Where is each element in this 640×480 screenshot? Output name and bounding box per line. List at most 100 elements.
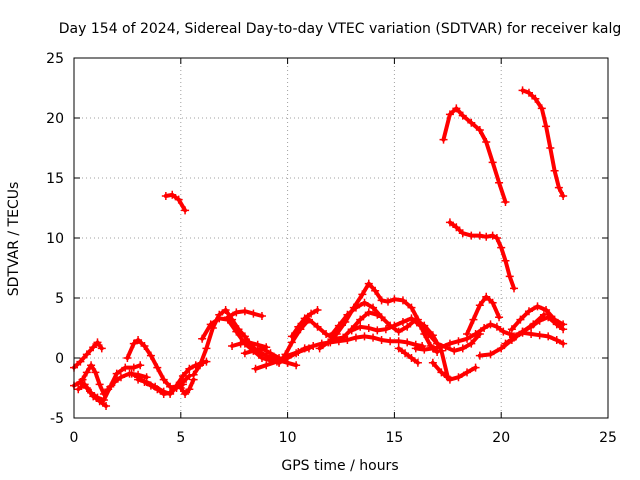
data-point <box>93 338 102 347</box>
data-point <box>445 375 454 384</box>
data-point <box>559 325 568 334</box>
data-point <box>123 354 132 362</box>
data-point <box>315 344 324 353</box>
data-point <box>495 178 504 187</box>
y-tick-label: 25 <box>46 51 64 67</box>
data-point <box>518 86 527 95</box>
data-point <box>232 308 241 317</box>
data-point <box>390 321 399 330</box>
series-line <box>430 360 478 382</box>
series-line <box>136 374 192 396</box>
data-point <box>480 324 489 332</box>
data-point <box>300 314 309 323</box>
data-point <box>161 192 170 200</box>
data-point <box>102 402 111 410</box>
data-point <box>262 361 271 370</box>
data-point <box>251 364 260 373</box>
data-point <box>475 351 484 360</box>
data-point <box>542 306 551 314</box>
data-point <box>544 332 553 341</box>
data-point <box>437 368 446 377</box>
data-point <box>510 332 519 341</box>
data-point <box>533 302 542 311</box>
data-point <box>127 369 136 378</box>
data-point <box>76 357 85 366</box>
data-point <box>91 368 100 377</box>
data-point <box>172 382 181 391</box>
data-point <box>166 390 175 398</box>
data-point <box>510 284 519 293</box>
data-point <box>136 361 145 370</box>
series-line <box>465 294 502 336</box>
data-point <box>356 322 365 331</box>
data-point <box>373 326 382 335</box>
data-point <box>445 339 454 348</box>
data-point <box>559 339 568 348</box>
data-point <box>542 122 551 131</box>
y-axis-label: SDTVAR / TECUs <box>6 182 22 297</box>
data-point <box>351 333 360 342</box>
data-point <box>313 306 322 314</box>
series-line <box>163 192 188 213</box>
data-point <box>334 321 343 330</box>
data-point <box>559 192 568 200</box>
data-point <box>495 313 504 322</box>
data-point <box>535 316 544 325</box>
data-point <box>153 363 162 372</box>
series-line <box>125 338 185 390</box>
data-point <box>159 375 168 384</box>
data-point <box>80 380 89 389</box>
data-point <box>240 307 249 316</box>
data-point <box>531 94 540 103</box>
data-point <box>516 315 525 324</box>
data-point <box>401 349 410 358</box>
y-tick-label: 15 <box>46 171 64 187</box>
data-point <box>287 332 296 341</box>
data-point <box>488 298 497 307</box>
data-point <box>488 231 497 240</box>
data-point <box>309 342 318 350</box>
data-point <box>110 378 119 386</box>
data-point <box>257 354 266 362</box>
data-point <box>428 344 437 353</box>
series-arc-3 <box>74 361 145 404</box>
data-point <box>245 338 254 347</box>
series-arc-21 <box>394 344 422 367</box>
data-point <box>283 358 292 367</box>
data-point <box>159 387 168 396</box>
data-point <box>360 332 369 341</box>
data-point <box>112 369 121 378</box>
data-point <box>482 292 491 301</box>
data-point <box>281 350 290 359</box>
data-point <box>253 340 262 349</box>
data-point <box>99 390 108 398</box>
data-point <box>168 190 177 199</box>
data-point <box>257 344 266 353</box>
x-tick-label: 25 <box>599 430 617 446</box>
data-point <box>386 337 395 346</box>
y-tick-label: 5 <box>55 291 64 307</box>
data-point <box>87 388 96 397</box>
data-point <box>307 309 316 318</box>
data-point <box>275 358 284 367</box>
data-point <box>518 327 527 336</box>
data-point <box>377 336 386 344</box>
data-point <box>294 322 303 331</box>
data-point <box>266 349 275 358</box>
data-point <box>424 330 433 338</box>
data-point <box>463 368 472 377</box>
data-point <box>134 375 143 384</box>
series-arc-28 <box>510 313 568 341</box>
data-point <box>471 330 480 338</box>
grid <box>74 58 608 418</box>
series-arc-9 <box>161 190 190 215</box>
series-line <box>191 308 299 377</box>
data-point <box>95 380 104 389</box>
x-tick-label: 5 <box>176 430 185 446</box>
data-point <box>475 301 484 310</box>
data-point <box>202 357 211 366</box>
data-point <box>104 385 113 394</box>
data-point <box>82 368 91 377</box>
data-point <box>467 339 476 348</box>
data-point <box>78 375 87 384</box>
